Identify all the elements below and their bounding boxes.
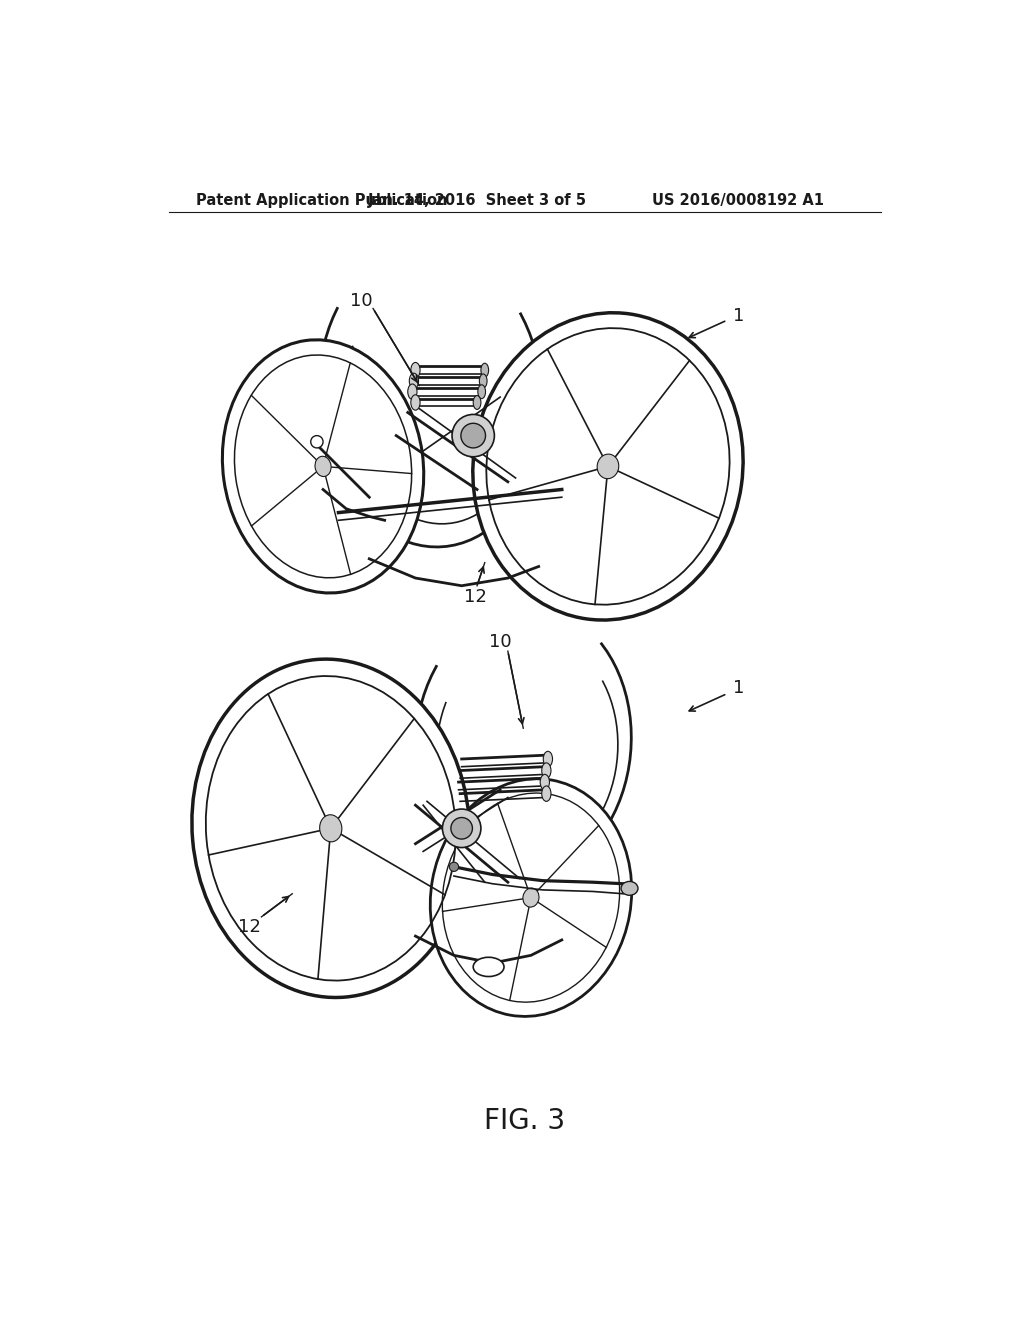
Text: Jan. 14, 2016  Sheet 3 of 5: Jan. 14, 2016 Sheet 3 of 5: [368, 193, 587, 209]
Text: 12: 12: [464, 589, 487, 606]
Ellipse shape: [621, 882, 638, 895]
Ellipse shape: [411, 395, 420, 411]
Ellipse shape: [481, 363, 488, 378]
Ellipse shape: [310, 436, 323, 447]
Ellipse shape: [541, 775, 550, 789]
Ellipse shape: [542, 785, 551, 801]
Ellipse shape: [479, 374, 487, 388]
Ellipse shape: [319, 814, 342, 842]
Ellipse shape: [544, 751, 553, 767]
Ellipse shape: [523, 888, 539, 907]
Ellipse shape: [478, 385, 485, 399]
Ellipse shape: [222, 339, 424, 593]
Ellipse shape: [408, 384, 417, 400]
Ellipse shape: [473, 396, 481, 409]
Text: 1: 1: [733, 308, 744, 325]
Ellipse shape: [450, 862, 459, 871]
Text: US 2016/0008192 A1: US 2016/0008192 A1: [651, 193, 823, 209]
Ellipse shape: [442, 809, 481, 847]
Ellipse shape: [597, 454, 618, 479]
Ellipse shape: [542, 763, 551, 779]
Text: 12: 12: [239, 917, 261, 936]
Text: 1: 1: [733, 680, 744, 697]
Text: 10: 10: [488, 634, 511, 651]
Ellipse shape: [473, 957, 504, 977]
Ellipse shape: [430, 779, 632, 1016]
Text: Patent Application Publication: Patent Application Publication: [196, 193, 447, 209]
Ellipse shape: [411, 363, 420, 378]
Text: 10: 10: [350, 292, 373, 310]
Ellipse shape: [451, 817, 472, 840]
Ellipse shape: [473, 313, 743, 620]
Ellipse shape: [315, 457, 331, 477]
Ellipse shape: [452, 414, 495, 457]
Ellipse shape: [410, 374, 419, 388]
Ellipse shape: [461, 424, 485, 447]
Ellipse shape: [191, 659, 470, 998]
Text: FIG. 3: FIG. 3: [484, 1107, 565, 1135]
